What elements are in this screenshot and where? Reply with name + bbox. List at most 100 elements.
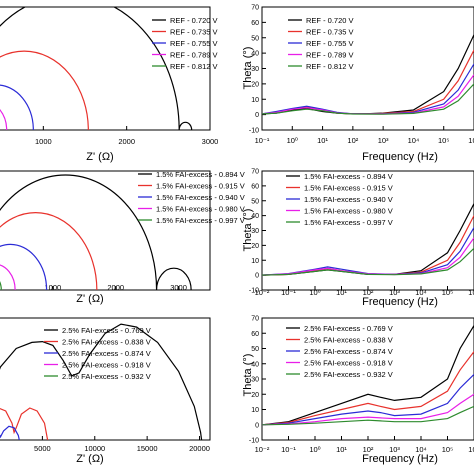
series-line [0,109,8,130]
panel-3: 1000 2000 3000 1.5% FAI-excess - 0.894 V 1.5… [0,170,245,305]
x-tick-label: 10⁵ [438,136,449,145]
legend-entry: REF - 0.789 V [306,51,354,60]
x-tick-label: 10⁻¹ [255,136,270,145]
legend-entry: 2.5% FAI-excess - 0.932 V [62,372,151,381]
plot-area [0,174,192,290]
legend-entry: 1.5% FAI-excess - 0.894 V [304,172,393,181]
legend-entry: REF - 0.755 V [170,39,218,48]
legend-entry: REF - 0.755 V [306,39,354,48]
y-axis-label: Theta (°) [242,354,254,397]
legend-entry: REF - 0.735 V [306,28,354,37]
legend-entry: 2.5% FAI-excess - 0.874 V [62,349,151,358]
y-tick-label: 60 [251,20,259,27]
y-tick-label: 10 [251,258,259,265]
series-line [262,325,474,426]
y-tick-label: 50 [251,346,259,353]
panel-4: 10⁻² 10⁻¹ 10⁰ 10¹ 10² 10³ 10⁴ 10⁵ 10⁶ -10 0 10 20 30 4… [242,169,474,308]
y-tick-label: 30 [251,377,259,384]
panel-5: 5000 10000 15000 20000 2.5% FAI-excess - 0.7… [0,317,211,465]
plot-frame [261,6,474,131]
y-tick-label: 20 [251,243,259,250]
y-tick-label: 0 [255,112,259,119]
legend-entry: REF - 0.735 V [170,28,218,37]
y-tick-label: 70 [251,316,259,323]
legend-entry: 2.5% FAI-excess - 0.838 V [304,336,393,345]
y-tick-label: 0 [255,273,259,280]
series-line [0,50,89,130]
legend-entry: 1.5% FAI-excess - 0.894 V [156,170,245,179]
series-line [0,264,16,290]
y-tick-label: 40 [251,51,259,58]
x-tick-label: 2000 [118,137,135,146]
y-tick-label: -10 [249,438,259,445]
x-tick-label: 10⁰ [287,136,298,145]
x-tick-label: 10⁴ [415,445,427,454]
legend-entry: 2.5% FAI-excess - 0.769 V [62,326,151,335]
legend-entry: 2.5% FAI-excess - 0.918 V [62,361,151,370]
series-line [262,405,474,426]
x-tick-label: 10⁴ [408,136,420,145]
y-tick-label: 20 [251,81,259,88]
plot-frame [0,6,211,131]
plot-area [0,7,193,130]
series-line [262,227,474,276]
x-tick-label: 10⁻¹ [281,288,296,297]
x-tick-label: 10¹ [317,136,328,145]
series-line [262,351,474,426]
series-line [262,373,474,426]
x-tick-label: 10¹ [336,445,347,454]
plot-frame [0,170,211,291]
x-tick-label: 3000 [170,283,187,292]
x-tick-label: 10³ [378,136,389,145]
x-tick-label: 10² [363,288,374,297]
series-line [262,83,474,115]
x-tick-label: 10⁰ [309,288,320,297]
x-tick-label: 1000 [35,137,52,146]
series-line [262,247,474,276]
legend-entry: REF - 0.812 V [306,62,354,71]
x-tick-label: 10³ [389,288,400,297]
x-tick-label: 10⁵ [442,288,453,297]
legend-entry: 1.5% FAI-excess - 0.997 V [156,216,245,225]
y-tick-label: 60 [251,331,259,338]
legend-entry: 1.5% FAI-excess - 0.915 V [304,184,393,193]
y-tick-label: 40 [251,361,259,368]
x-axis-label: Z' (Ω) [76,293,103,305]
legend-entry: REF - 0.720 V [170,16,218,25]
x-tick-label: 10⁰ [309,445,320,454]
y-tick-label: 50 [251,35,259,42]
y-tick-label: 10 [251,97,259,104]
y-tick-label: 70 [251,169,259,176]
legend-entry: 2.5% FAI-excess - 0.874 V [304,347,393,356]
legend-entry: 1.5% FAI-excess - 0.997 V [304,218,393,227]
legend-entry: 2.5% FAI-excess - 0.918 V [304,359,393,368]
x-tick-label: 10⁻¹ [281,445,296,454]
plot-frame [0,317,211,441]
series-line [0,7,193,130]
y-tick-label: -10 [249,288,259,295]
legend-entry: 1.5% FAI-excess - 0.980 V [156,205,245,214]
series-line [0,425,20,440]
x-tick-label: 10¹ [336,288,347,297]
x-tick-label: 3000 [202,137,219,146]
plot-area [262,325,474,426]
x-tick-label: 15000 [137,444,158,453]
y-tick-label: 0 [255,422,259,429]
legend-entry: 2.5% FAI-excess - 0.769 V [304,324,393,333]
series-line [0,212,98,290]
plot-area [262,34,474,115]
legend-entry: 1.5% FAI-excess - 0.980 V [304,207,393,216]
y-tick-label: 30 [251,66,259,73]
series-line [262,63,474,115]
series-line [0,174,192,290]
x-tick-label: 10² [347,136,358,145]
y-axis-label: Theta (°) [242,47,254,90]
x-tick-label: 10000 [84,444,105,453]
y-tick-label: 30 [251,228,259,235]
panel-6: 10⁻² 10⁻¹ 10⁰ 10¹ 10² 10³ 10⁴ 10⁵ 10⁶ -10 0 10 20 30 4… [242,316,474,465]
series-line [262,34,474,115]
x-axis-label: Z' (Ω) [86,151,113,163]
x-tick-label: 20000 [189,444,210,453]
y-tick-label: 40 [251,213,259,220]
